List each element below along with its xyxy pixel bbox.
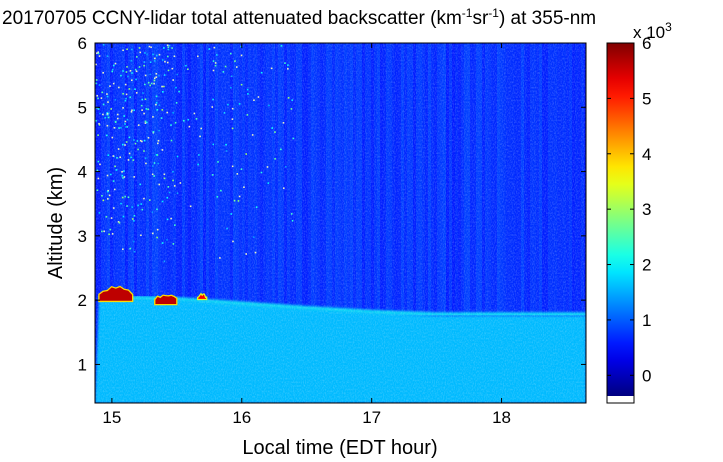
colorbar-tick-label: 1 (642, 311, 651, 330)
y-axis: 1 2 3 4 5 6 (78, 34, 586, 374)
colorbar-exponent-base: x 10 (633, 23, 665, 42)
cloud-layer (98, 285, 208, 306)
colorbar-tick-label: 6 (642, 34, 651, 53)
colorbar-ticks: 0 1 2 3 4 5 6 (607, 34, 651, 385)
x-tick-label: 15 (102, 408, 121, 427)
cloud-segment (154, 294, 178, 306)
x-axis-label: Local time (EDT hour) (242, 437, 437, 459)
y-tick-label: 4 (78, 163, 87, 182)
y-tick-label: 2 (78, 291, 87, 310)
y-tick-label: 5 (78, 98, 87, 117)
y-tick-label: 1 (78, 355, 87, 374)
title-mid: sr (472, 8, 489, 29)
colorbar-tick-label: 0 (642, 366, 651, 385)
plot-frame (94, 42, 587, 404)
texture-overlay (95, 43, 586, 403)
x-tick-label: 18 (492, 408, 511, 427)
title-prefix: 20170705 CCNY-lidar total attenuated bac… (2, 8, 462, 29)
plot-area (95, 43, 586, 403)
cloud-segment (98, 285, 134, 303)
title-sup2: -1 (488, 6, 499, 20)
y-tick-label: 6 (78, 34, 87, 53)
chart-title: 20170705 CCNY-lidar total attenuated bac… (2, 6, 596, 29)
colorbar-exponent-power: 3 (665, 20, 672, 34)
y-tick-label: 3 (78, 227, 87, 246)
title-sup1: -1 (462, 6, 473, 20)
colorbar-tick-label: 3 (642, 200, 651, 219)
x-tick-label: 17 (362, 408, 381, 427)
cloud-segment (196, 292, 208, 301)
colorbar-tick-label: 2 (642, 256, 651, 275)
colorbar-gradient (606, 42, 635, 404)
colorbar-tick-label: 5 (642, 89, 651, 108)
colorbar-exponent: x 103 (633, 20, 672, 42)
y-axis-label: Altitude (km) (45, 167, 67, 279)
colorbar-tick-label: 4 (642, 145, 651, 164)
title-suffix: ) at 355-nm (499, 8, 596, 29)
x-axis: 15 16 17 18 (102, 43, 511, 427)
x-tick-label: 16 (232, 408, 251, 427)
